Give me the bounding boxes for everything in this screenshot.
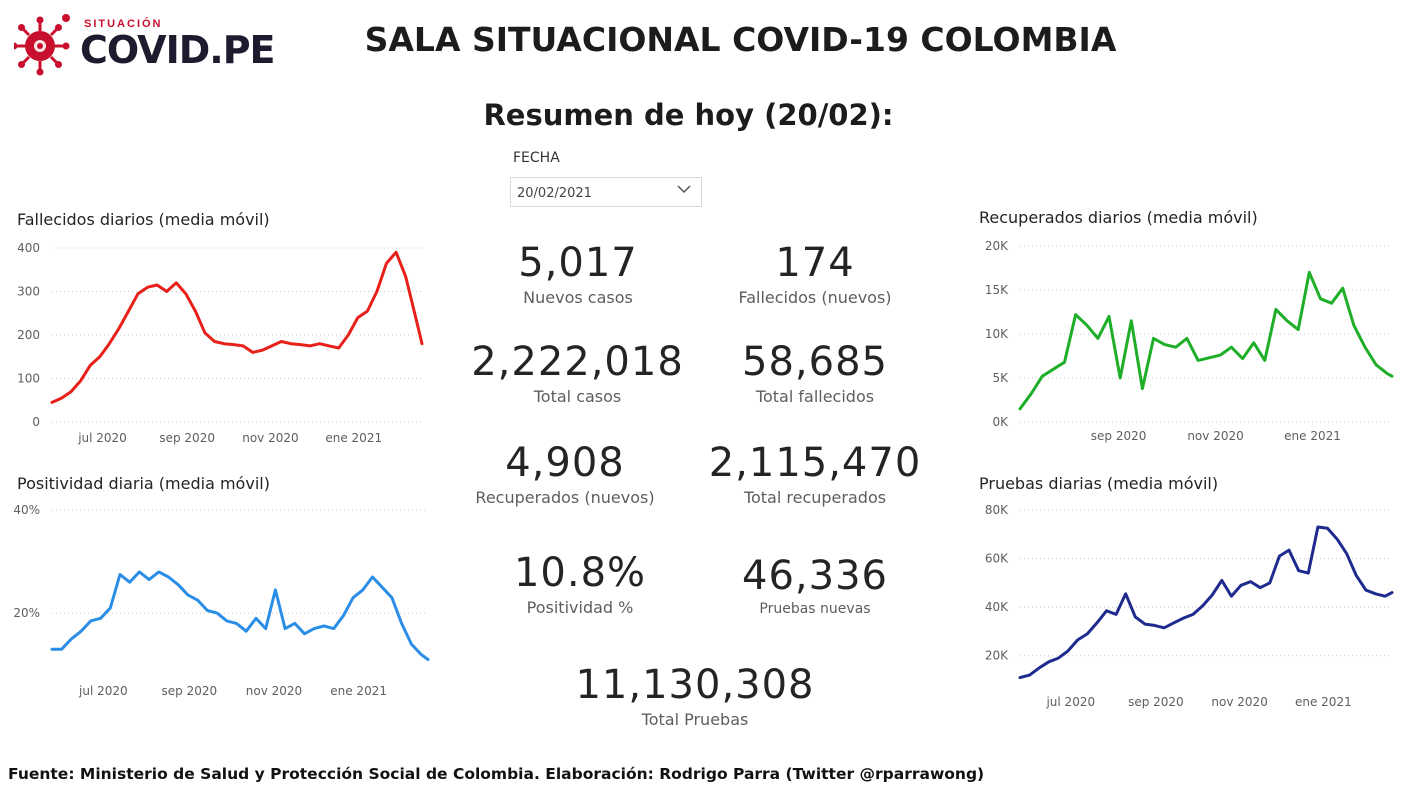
x-tick-label: sep 2020 <box>159 431 215 445</box>
kpi-label: Fallecidos (nuevos) <box>738 288 892 307</box>
kpi-recuperados-nuevos: 4,908 Recuperados (nuevos) <box>465 440 665 507</box>
x-tick-label: ene 2021 <box>330 684 387 698</box>
y-tick-label: 60K <box>985 552 1009 566</box>
kpi-value: 2,222,018 <box>471 339 684 385</box>
page-title: SALA SITUACIONAL COVID-19 COLOMBIA <box>364 20 1117 59</box>
footer-source: Fuente: Ministerio de Salud y Protección… <box>8 765 985 783</box>
chart-recuperados: 0K 5K 10K 15K 20K sep 2020 nov 2020 ene 2021 <box>985 239 1394 443</box>
y-tick-label: 10K <box>985 327 1009 341</box>
date-filter-dropdown[interactable]: 20/02/2021 <box>510 177 702 207</box>
x-tick-label: sep 2020 <box>162 684 218 698</box>
y-tick-label: 20K <box>985 239 1009 253</box>
series-line <box>1018 525 1394 680</box>
y-tick-label: 100 <box>17 372 40 386</box>
x-tick-label: ene 2021 <box>1284 429 1341 443</box>
virus-icon <box>10 14 70 76</box>
kpi-total-casos: 2,222,018 Total casos <box>470 339 685 406</box>
kpi-value: 4,908 <box>505 440 625 486</box>
logo-subtitle: SITUACIÓN <box>84 18 163 30</box>
kpi-label: Positividad % <box>526 598 634 617</box>
kpi-total-pruebas: 11,130,308 Total Pruebas <box>565 662 825 729</box>
kpi-value: 58,685 <box>742 339 888 385</box>
chevron-down-icon <box>677 185 691 194</box>
chart-title-pruebas: Pruebas diarias (media móvil) <box>979 474 1219 493</box>
x-tick-label: ene 2021 <box>325 431 382 445</box>
x-tick-label: nov 2020 <box>1187 429 1243 443</box>
y-tick-label: 40K <box>985 600 1009 614</box>
y-tick-label: 400 <box>17 241 40 255</box>
kpi-value: 5,017 <box>518 240 638 286</box>
series-line <box>50 570 430 661</box>
kpi-value: 2,115,470 <box>708 440 922 486</box>
x-tick-label: sep 2020 <box>1091 429 1147 443</box>
kpi-total-recuperados: 2,115,470 Total recuperados <box>705 440 925 507</box>
y-tick-label: 40% <box>13 503 40 517</box>
y-tick-label: 5K <box>992 371 1009 385</box>
kpi-nuevos-casos: 5,017 Nuevos casos <box>478 240 678 307</box>
chart-fallecidos: 0 100 200 300 400 jul 2020 sep 2020 nov 2020 ene… <box>17 241 424 445</box>
x-tick-label: nov 2020 <box>1211 695 1267 709</box>
kpi-label: Total recuperados <box>743 488 887 507</box>
y-tick-label: 200 <box>17 328 40 342</box>
kpi-total-fallecidos: 58,685 Total fallecidos <box>705 339 925 406</box>
kpi-label: Pruebas nuevas <box>759 601 871 617</box>
series-line <box>1018 270 1394 411</box>
kpi-label: Total Pruebas <box>641 710 749 729</box>
x-tick-label: jul 2020 <box>78 684 128 698</box>
kpi-label: Total casos <box>533 387 622 406</box>
x-tick-label: nov 2020 <box>242 431 298 445</box>
logo-title: COVID.PE <box>80 28 276 72</box>
date-filter-label: FECHA <box>513 150 560 166</box>
kpi-pruebas-nuevas: 46,336 Pruebas nuevas <box>705 553 925 617</box>
kpi-label: Nuevos casos <box>523 288 633 307</box>
y-tick-label: 15K <box>985 283 1009 297</box>
chart-title-recuperados: Recuperados diarios (media móvil) <box>979 208 1258 227</box>
chart-positividad: 20% 40% jul 2020 sep 2020 nov 2020 ene 2021 <box>13 503 430 698</box>
y-tick-label: 0K <box>992 415 1009 429</box>
y-tick-label: 20K <box>985 649 1009 663</box>
kpi-label: Total fallecidos <box>755 387 875 406</box>
kpi-value: 10.8% <box>513 550 647 596</box>
y-tick-label: 80K <box>985 503 1009 517</box>
kpi-value: 11,130,308 <box>575 662 815 708</box>
x-tick-label: jul 2020 <box>77 431 127 445</box>
kpi-positividad: 10.8% Positividad % <box>480 550 680 617</box>
y-tick-label: 300 <box>17 285 40 299</box>
x-tick-label: nov 2020 <box>246 684 302 698</box>
x-tick-label: ene 2021 <box>1295 695 1352 709</box>
logo: SITUACIÓN COVID.PE <box>10 8 276 82</box>
y-tick-label: 20% <box>13 606 40 620</box>
chart-pruebas: 20K 40K 60K 80K jul 2020 sep 2020 nov 2020 ene … <box>985 503 1394 709</box>
x-tick-label: sep 2020 <box>1128 695 1184 709</box>
series-line <box>50 250 424 404</box>
date-filter-value: 20/02/2021 <box>517 186 592 201</box>
chart-title-positividad: Positividad diaria (media móvil) <box>17 474 270 493</box>
chart-title-fallecidos: Fallecidos diarios (media móvil) <box>17 210 270 229</box>
kpi-label: Recuperados (nuevos) <box>475 488 655 507</box>
kpi-fallecidos-nuevos: 174 Fallecidos (nuevos) <box>705 240 925 307</box>
y-tick-label: 0 <box>32 415 40 429</box>
x-tick-label: jul 2020 <box>1045 695 1095 709</box>
kpi-value: 174 <box>775 240 855 286</box>
summary-heading: Resumen de hoy (20/02): <box>483 98 894 132</box>
kpi-value: 46,336 <box>742 553 888 599</box>
